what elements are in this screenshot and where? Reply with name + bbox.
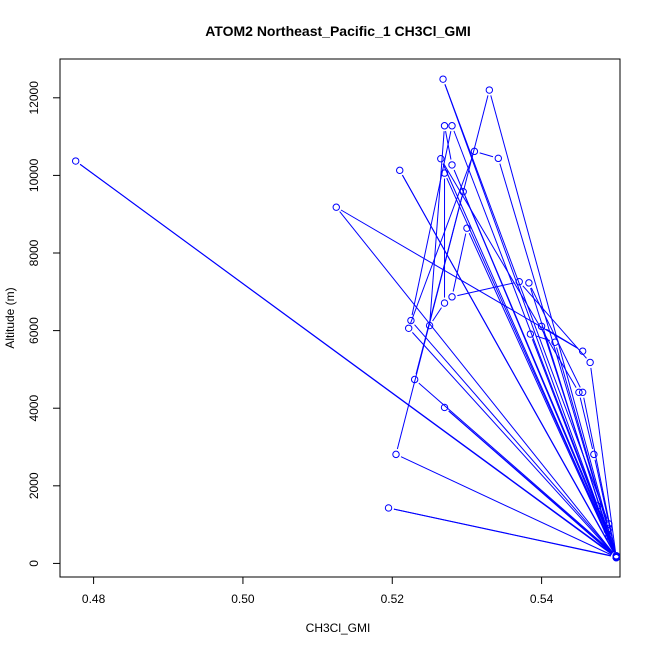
x-axis-label: CH3Cl_GMI bbox=[306, 621, 371, 635]
data-point bbox=[515, 278, 523, 286]
series-line-segment bbox=[479, 152, 494, 158]
data-point bbox=[404, 324, 413, 332]
series-line-segment bbox=[414, 324, 614, 553]
data-point bbox=[494, 154, 502, 163]
series-line-segment bbox=[535, 335, 550, 341]
series-line-segment bbox=[411, 131, 452, 316]
data-point bbox=[448, 122, 456, 130]
y-tick-label: 4000 bbox=[27, 395, 41, 422]
x-axis: 0.48 0.50 0.52 0.54 bbox=[82, 577, 554, 606]
data-point bbox=[440, 122, 449, 130]
series-line-segment bbox=[444, 84, 615, 553]
data-point bbox=[603, 526, 612, 535]
data-point bbox=[71, 157, 80, 165]
data-point bbox=[605, 524, 613, 533]
series-line-segment bbox=[401, 174, 615, 552]
data-point bbox=[448, 293, 456, 301]
series-line-segment bbox=[429, 131, 445, 321]
data-point bbox=[332, 203, 340, 211]
y-tick-label: 8000 bbox=[27, 239, 41, 266]
data-point bbox=[593, 502, 602, 510]
series-line-segment bbox=[418, 382, 613, 553]
data-point bbox=[440, 169, 449, 177]
data-point bbox=[463, 224, 471, 232]
plot-area-frame bbox=[59, 58, 621, 578]
data-point bbox=[612, 553, 620, 561]
data-point bbox=[384, 504, 393, 512]
data-point bbox=[448, 161, 456, 169]
series-line-segment bbox=[400, 456, 612, 556]
data-point bbox=[410, 375, 419, 384]
series-line-segment bbox=[79, 163, 613, 554]
data-layer bbox=[71, 75, 620, 562]
data-point bbox=[485, 86, 494, 94]
series-line-segment bbox=[457, 282, 514, 297]
series-line-segment bbox=[556, 347, 616, 553]
series-line-segment bbox=[546, 328, 579, 349]
y-axis-label: Altitude (m) bbox=[3, 287, 17, 348]
series-line-segment bbox=[448, 410, 613, 554]
data-point bbox=[440, 299, 449, 307]
data-point bbox=[439, 75, 447, 83]
y-tick-label: 0 bbox=[27, 560, 41, 567]
data-point bbox=[425, 321, 434, 330]
data-point bbox=[525, 279, 533, 287]
data-point bbox=[392, 450, 400, 459]
series-line-segment bbox=[599, 510, 606, 526]
data-point bbox=[440, 403, 449, 412]
series-line-segment bbox=[393, 508, 611, 557]
y-tick-label: 10000 bbox=[27, 158, 41, 192]
y-axis: 0 2000 4000 6000 8000 10000 12000 bbox=[27, 81, 60, 567]
series-line-segment bbox=[410, 156, 473, 324]
y-tick-label: 6000 bbox=[27, 317, 41, 344]
series-line-segment bbox=[446, 177, 615, 552]
series-line-segment bbox=[445, 131, 452, 160]
series-line-segment bbox=[412, 332, 613, 554]
series-line-segment bbox=[531, 339, 615, 552]
series-line-segment bbox=[453, 169, 608, 532]
x-tick-label: 0.50 bbox=[231, 592, 255, 606]
data-point bbox=[578, 388, 587, 397]
data-point bbox=[526, 330, 535, 338]
series-line-segment bbox=[583, 397, 616, 552]
data-point bbox=[575, 388, 583, 397]
x-tick-label: 0.48 bbox=[82, 592, 106, 606]
data-point bbox=[396, 166, 404, 175]
series-line-segment bbox=[432, 307, 442, 322]
y-tick-label: 2000 bbox=[27, 472, 41, 499]
y-tick-label: 12000 bbox=[27, 81, 41, 115]
series-line-segment bbox=[340, 209, 579, 349]
data-point bbox=[590, 450, 598, 459]
x-tick-label: 0.54 bbox=[530, 592, 554, 606]
series-line-segment bbox=[608, 535, 615, 553]
data-point bbox=[586, 358, 594, 367]
series-line-segment bbox=[443, 163, 577, 388]
data-point bbox=[407, 316, 415, 325]
data-point bbox=[470, 147, 479, 156]
x-tick-label: 0.52 bbox=[381, 592, 405, 606]
chart-title: ATOM2 Northeast_Pacific_1 CH3Cl_GMI bbox=[205, 23, 471, 39]
data-point bbox=[437, 155, 445, 163]
data-point bbox=[459, 188, 467, 196]
data-point bbox=[605, 520, 613, 528]
data-point bbox=[537, 322, 546, 331]
data-point bbox=[578, 347, 587, 355]
series-line-segment bbox=[452, 233, 467, 292]
series-line-segment bbox=[453, 130, 615, 551]
series-line-segment bbox=[490, 95, 608, 524]
series-line-segment bbox=[530, 287, 608, 532]
series-line-segment bbox=[522, 285, 587, 359]
series-line-segment bbox=[468, 232, 615, 553]
data-point bbox=[551, 338, 559, 346]
series-line-segment bbox=[339, 211, 614, 553]
series-line-segment bbox=[579, 397, 594, 450]
